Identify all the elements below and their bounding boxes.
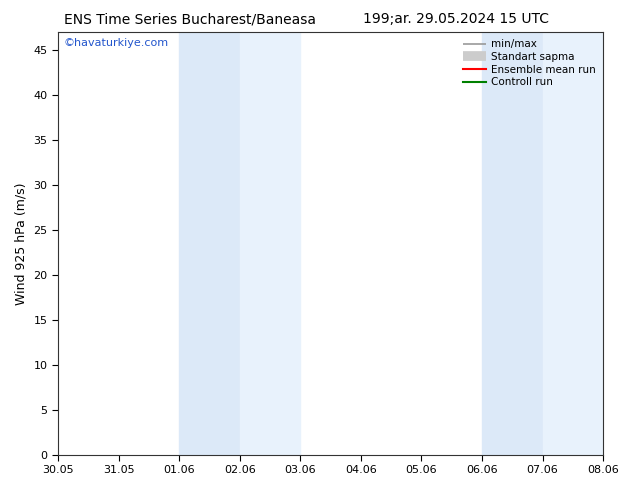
Bar (543, 32, 603, 455)
Bar (240, 32, 301, 455)
Text: ENS Time Series Bucharest/Baneasa: ENS Time Series Bucharest/Baneasa (64, 12, 316, 26)
Y-axis label: Wind 925 hPa (m/s): Wind 925 hPa (m/s) (15, 182, 28, 305)
Legend: min/max, Standart sapma, Ensemble mean run, Controll run: min/max, Standart sapma, Ensemble mean r… (461, 37, 598, 89)
Bar (179, 32, 240, 455)
Bar (482, 32, 543, 455)
Text: 199;ar. 29.05.2024 15 UTC: 199;ar. 29.05.2024 15 UTC (363, 12, 550, 26)
Text: ©havaturkiye.com: ©havaturkiye.com (63, 39, 169, 49)
